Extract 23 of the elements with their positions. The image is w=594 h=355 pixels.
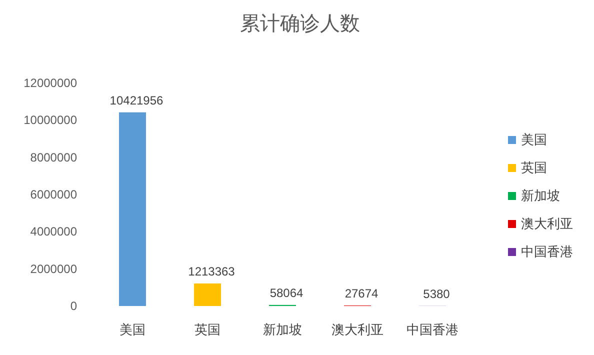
y-tick-label: 2000000 bbox=[30, 262, 78, 276]
y-tick-label: 0 bbox=[70, 299, 78, 313]
chart-title: 累计确诊人数 bbox=[240, 13, 360, 35]
y-tick-label: 8000000 bbox=[30, 150, 78, 164]
legend-label: 中国香港 bbox=[521, 244, 573, 259]
x-tick-label: 新加坡 bbox=[263, 322, 302, 337]
legend-label: 美国 bbox=[521, 132, 547, 147]
y-tick-label: 12000000 bbox=[24, 76, 78, 90]
x-tick-label: 中国香港 bbox=[406, 322, 458, 337]
y-tick-label: 10000000 bbox=[24, 113, 78, 128]
x-tick-label: 美国 bbox=[120, 322, 146, 337]
legend-label: 新加坡 bbox=[521, 188, 560, 203]
x-tick-label: 英国 bbox=[194, 322, 220, 337]
data-label: 10421956 bbox=[110, 93, 164, 108]
legend-label: 英国 bbox=[521, 160, 547, 175]
data-label: 1213363 bbox=[188, 264, 236, 278]
y-tick-label: 6000000 bbox=[30, 188, 78, 202]
data-label: 58064 bbox=[270, 286, 304, 300]
data-label: 27674 bbox=[344, 286, 379, 300]
legend-label: 澳大利亚 bbox=[521, 216, 573, 231]
data-label: 5380 bbox=[423, 286, 450, 301]
y-tick-label: 4000000 bbox=[30, 224, 78, 239]
x-tick-label: 澳大利亚 bbox=[332, 322, 384, 337]
